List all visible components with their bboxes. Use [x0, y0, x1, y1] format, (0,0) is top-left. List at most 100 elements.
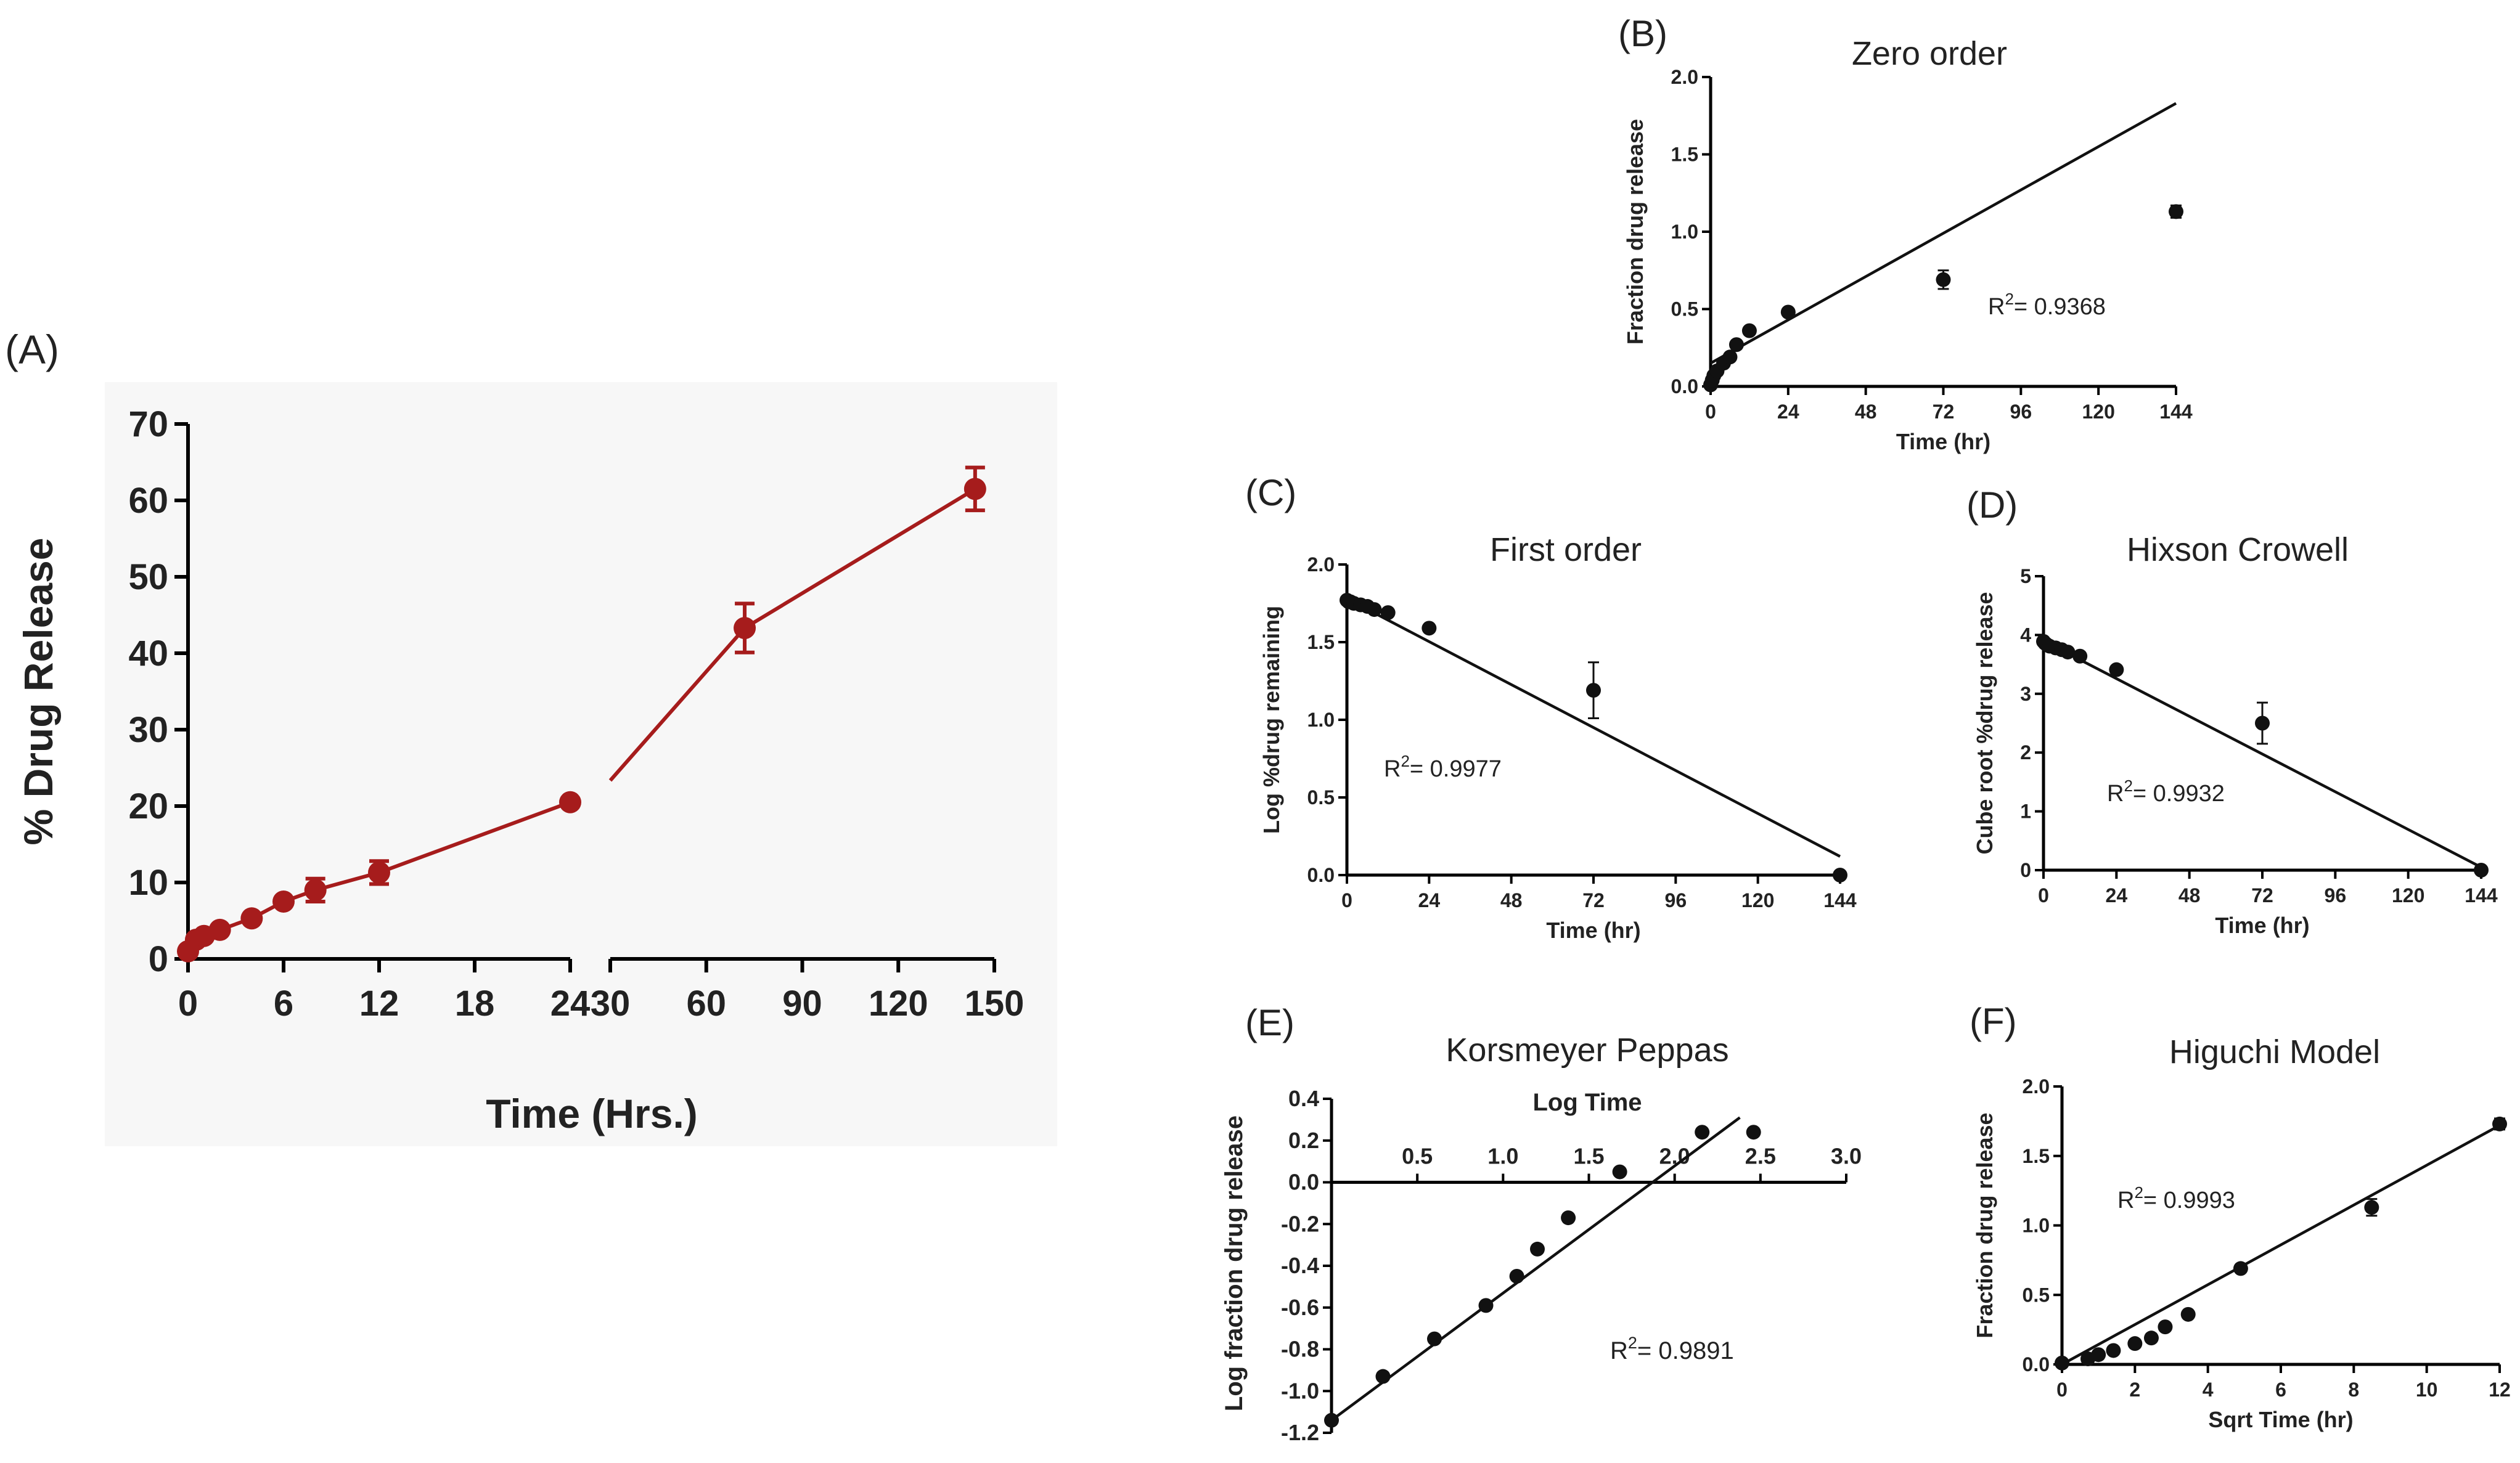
x-axis-label: Time (hr) [1896, 429, 1990, 454]
data-point [1780, 304, 1796, 320]
fit-line [1709, 102, 2177, 365]
y-tick-label: 50 [128, 557, 168, 597]
r-squared-sup: 2 [2005, 290, 2013, 308]
r-squared-sup: 2 [1628, 1334, 1637, 1352]
y-tick-label: 1.0 [1307, 709, 1335, 731]
data-point [2106, 1343, 2121, 1358]
data-point [1509, 1268, 1524, 1284]
x-tick-label: 144 [2465, 884, 2498, 907]
data-point [1612, 1164, 1627, 1180]
x-tick-label: 0 [2056, 1379, 2068, 1401]
data-point [2180, 1306, 2196, 1322]
y-tick-label: 0.0 [1307, 864, 1335, 886]
y-tick-label: 0.4 [1288, 1086, 1319, 1111]
x-tick-label: 48 [1500, 889, 1523, 911]
panel-label: (E) [1245, 1002, 1295, 1043]
x-tick-label: 0 [1341, 889, 1352, 911]
x-tick-label: 4 [2203, 1379, 2214, 1401]
y-tick-label: 60 [128, 481, 168, 521]
y-axis-label: Log %drug remaining [1259, 606, 1284, 834]
data-point [2143, 1331, 2159, 1346]
y-tick-label: 0.0 [2023, 1353, 2050, 1375]
chart-title: Higuchi Model [2169, 1033, 2380, 1070]
data-point [304, 879, 327, 902]
data-point [2233, 1261, 2248, 1276]
data-point [2055, 1355, 2069, 1371]
y-tick-label: 1.5 [1307, 631, 1335, 653]
x-tick-label: 72 [1933, 401, 1955, 423]
chart-title: Zero order [1852, 35, 2007, 72]
data-point [2169, 204, 2183, 219]
y-tick-label: 0.0 [1288, 1170, 1319, 1195]
x-axis-label: Time (hr) [2215, 913, 2309, 938]
y-tick-label: 5 [2020, 565, 2031, 587]
r-squared-value: = 0.9891 [1637, 1337, 1734, 1364]
y-tick-label: 0.5 [1307, 786, 1335, 809]
r-squared-annotation: R2= 0.9368 [1988, 290, 2106, 320]
x-tick-label: 120 [869, 984, 928, 1024]
chart-title: Korsmeyer Peppas [1446, 1032, 1728, 1069]
y-tick-label: 70 [128, 404, 168, 444]
data-point [240, 907, 263, 930]
x-tick-label: 2 [2129, 1379, 2140, 1401]
x-tick-label: 150 [965, 984, 1025, 1024]
x-tick-label: 12 [359, 984, 399, 1024]
x-tick-label: 2.5 [1745, 1144, 1776, 1169]
x-axis-label: Log Time [1532, 1089, 1642, 1116]
x-tick-label: 0.5 [1402, 1144, 1433, 1169]
x-axis-label: Time (hr) [1546, 918, 1640, 943]
data-point [2255, 715, 2270, 731]
y-axis-label: Fraction drug release [1622, 119, 1648, 344]
y-axis-label: Cube root %drug release [1972, 592, 1997, 854]
x-tick-label: 1.5 [1573, 1144, 1604, 1169]
data-point [2364, 1200, 2379, 1215]
data-point [1427, 1331, 1442, 1347]
r-squared-base: R [1988, 294, 2005, 320]
plot-background [105, 382, 1057, 1146]
r-squared-value: = 0.9932 [2133, 781, 2225, 807]
data-point [2060, 645, 2076, 660]
y-tick-label: 0.0 [1671, 375, 1698, 397]
x-tick-label: 72 [1582, 889, 1605, 911]
r-squared-sup: 2 [2134, 1183, 2143, 1202]
x-tick-label: 120 [2392, 884, 2424, 907]
x-tick-label: 48 [2178, 884, 2201, 907]
x-tick-label: 96 [2010, 401, 2032, 423]
r-squared-sup: 2 [1401, 752, 1409, 770]
panel-b: 0.0 0.5 1.0 1.5 2.0 0 24 48 72 96 120 144 Time (hr) F… [1618, 13, 2193, 454]
data-point [2158, 1319, 2173, 1335]
fit-line [2042, 639, 2482, 869]
panel-label: (C) [1245, 472, 1296, 513]
data-point [1746, 1125, 1761, 1140]
data-point [559, 791, 581, 813]
y-tick-label: -0.2 [1281, 1211, 1319, 1236]
y-tick-label: 0 [149, 939, 168, 979]
data-point [1530, 1241, 1545, 1257]
fit-line [2061, 1124, 2501, 1366]
x-tick-label: 120 [1741, 889, 1774, 911]
data-point [2127, 1336, 2143, 1351]
x-tick-label: 6 [2275, 1379, 2286, 1401]
r-squared-base: R [1384, 756, 1401, 782]
y-tick-label: 0.5 [1671, 298, 1698, 320]
r-squared-base: R [2107, 781, 2124, 807]
y-tick-label: 1.5 [1671, 144, 1698, 166]
x-axis-label: Sqrt Time (hr) [2208, 1407, 2353, 1432]
x-tick-label: 0 [1705, 401, 1716, 423]
r-squared-value: = 0.9368 [2014, 294, 2106, 320]
x-axis-label: Time (Hrs.) [486, 1091, 698, 1136]
x-tick-label: 0 [178, 984, 198, 1024]
y-tick-label: 4 [2020, 624, 2031, 646]
x-tick-label: 24 [550, 984, 591, 1024]
y-tick-label: -0.4 [1281, 1253, 1319, 1278]
data-point [1380, 605, 1396, 621]
x-tick-label: 48 [1855, 401, 1877, 423]
x-tick-label: 72 [2251, 884, 2273, 907]
r-squared-value: = 0.9993 [2143, 1188, 2235, 1213]
x-tick-label: 24 [2106, 884, 2128, 907]
data-point [1367, 602, 1382, 617]
y-tick-label: 0 [2020, 859, 2031, 881]
x-tick-label: 1.0 [1487, 1144, 1518, 1169]
